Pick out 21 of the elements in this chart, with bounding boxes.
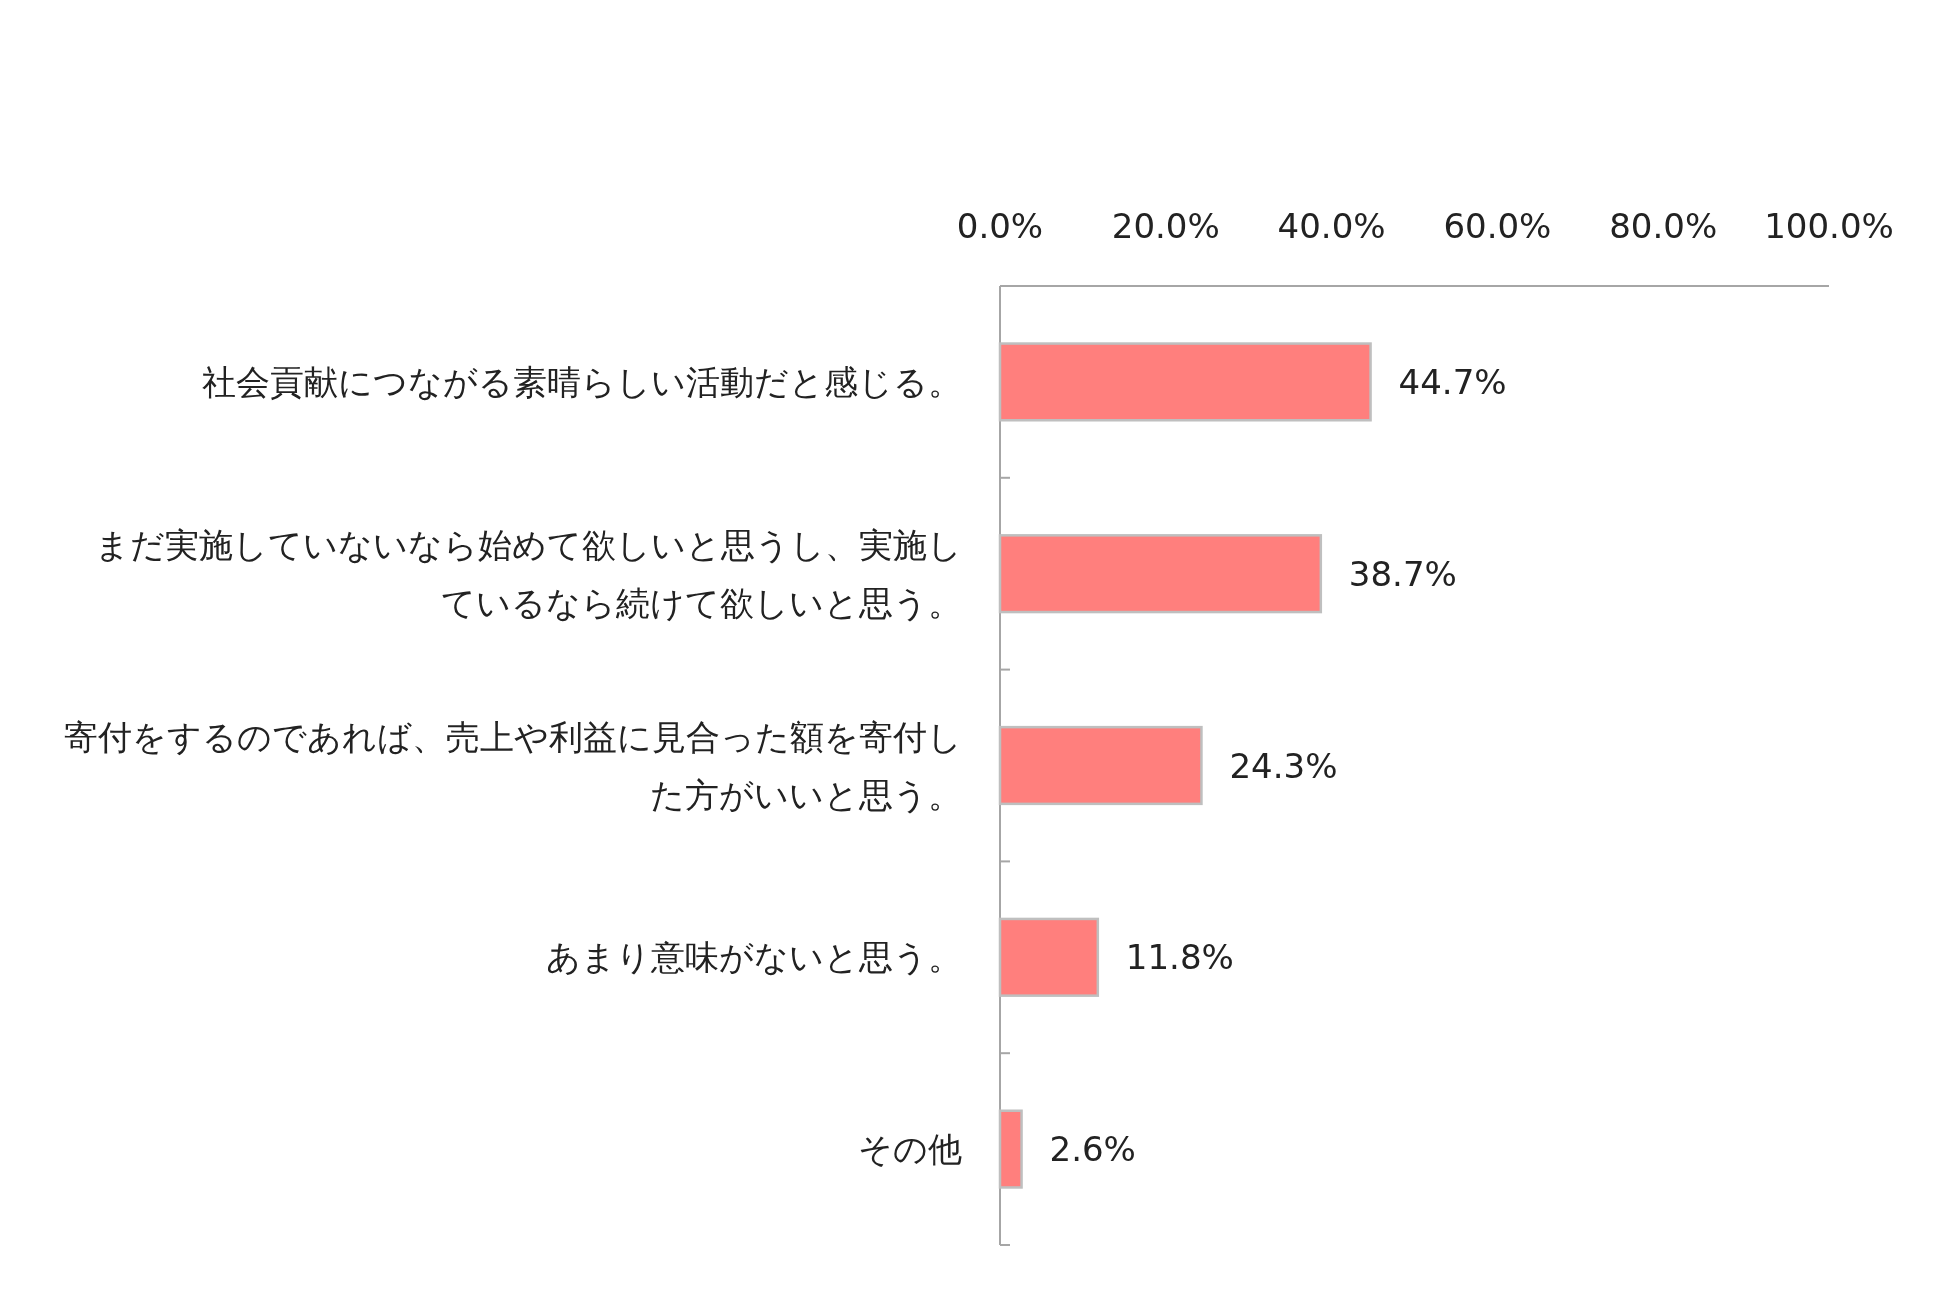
x-tick-label: 0.0% <box>956 206 1044 246</box>
x-tick-label: 60.0% <box>1443 206 1552 246</box>
data-label: 44.7% <box>1398 361 1507 402</box>
data-label: 38.7% <box>1348 553 1457 594</box>
x-tick-label: 80.0% <box>1609 206 1718 246</box>
bar <box>998 917 1100 997</box>
x-tick-label: 40.0% <box>1277 206 1386 246</box>
data-label: 24.3% <box>1229 745 1338 786</box>
bar <box>998 1109 1023 1189</box>
y-tick-label: 寄付をするのであれば、売上や利益に見合った額を寄付した方がいいと思う。 <box>64 716 962 815</box>
data-label: 11.8% <box>1125 937 1234 978</box>
bar <box>998 725 1203 806</box>
x-tick-label: 20.0% <box>1111 206 1220 246</box>
y-tick-label: あまり意味がないと思う。 <box>546 937 962 978</box>
y-tick-label: 社会貢献につながる素晴らしい活動だと感じる。 <box>202 361 962 402</box>
y-tick-label: まだ実施していないなら始めて欲しいと思うし、実施しているなら続けて欲しいと思う。 <box>95 524 962 623</box>
y-tick-label: その他 <box>858 1129 962 1170</box>
x-tick-label: 100.0% <box>1764 206 1894 246</box>
data-label: 2.6% <box>1049 1129 1136 1170</box>
bar <box>998 342 1372 422</box>
bar <box>998 534 1323 614</box>
